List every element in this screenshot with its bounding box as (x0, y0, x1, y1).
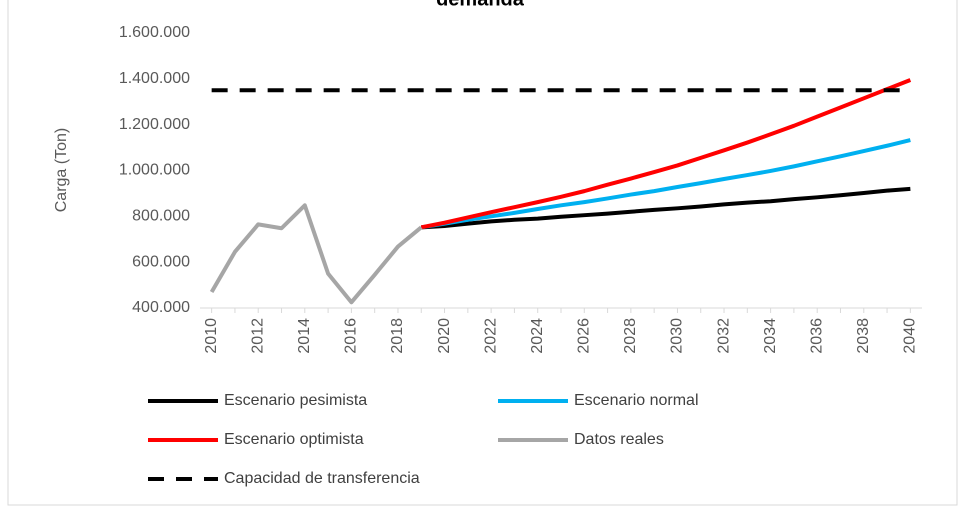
x-tick-label: 2032 (715, 318, 732, 354)
x-tick-label: 2022 (482, 318, 499, 354)
series-line (420, 138, 911, 230)
series-line (421, 186, 911, 230)
y-tick-label: 1.600.000 (119, 24, 190, 41)
x-tick-label: 2024 (529, 318, 546, 354)
y-tick-label: 600.000 (132, 253, 190, 270)
series-line (420, 78, 912, 230)
legend-label: Capacidad de transferencia (224, 470, 420, 487)
x-tick-label: 2018 (389, 318, 406, 354)
legend-label: Escenario pesimista (224, 392, 367, 409)
y-tick-label: 800.000 (132, 208, 190, 225)
y-tick-label: 1.000.000 (119, 162, 190, 179)
legend-label: Escenario normal (574, 392, 699, 409)
x-tick-label: 2012 (249, 318, 266, 354)
x-tick-label: 2028 (622, 318, 639, 354)
x-tick-label: 2010 (203, 318, 220, 354)
y-tick-label: 1.400.000 (119, 70, 190, 87)
x-tick-label: 2030 (669, 318, 686, 354)
x-tick-label: 2020 (436, 318, 453, 354)
chart-border (7, 0, 958, 506)
legend-label: Escenario optimista (224, 431, 364, 448)
y-tick-label: 1.200.000 (119, 116, 190, 133)
x-tick-label: 2026 (576, 318, 593, 354)
x-tick-label: 2016 (343, 318, 360, 354)
chart-title: demanda (436, 0, 525, 10)
x-tick-label: 2034 (762, 318, 779, 354)
x-tick-label: 2036 (808, 318, 825, 354)
series-line (209, 203, 423, 305)
x-tick-label: 2014 (296, 318, 313, 354)
y-tick-label: 400.000 (132, 299, 190, 316)
x-tick-label: 2040 (902, 318, 919, 354)
legend-label: Datos reales (574, 431, 664, 448)
x-tick-label: 2038 (855, 318, 872, 354)
y-axis-label: Carga (Ton) (53, 128, 70, 212)
